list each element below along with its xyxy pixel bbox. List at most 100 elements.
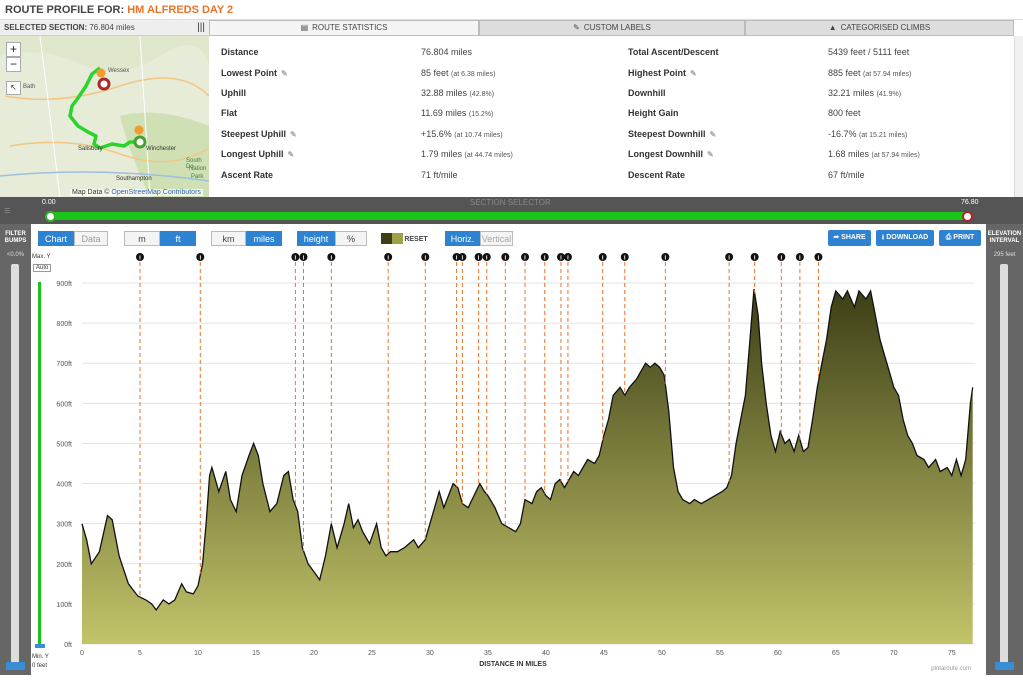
info-marker-icon[interactable] bbox=[556, 253, 565, 261]
x-tick-label: 50 bbox=[658, 650, 666, 657]
stat-label: Lowest Point ✎ bbox=[221, 68, 288, 78]
auto-y-button[interactable]: Auto bbox=[33, 264, 52, 272]
stat-value-text: -16.7% bbox=[828, 129, 857, 139]
info-marker-icon[interactable] bbox=[291, 253, 300, 261]
unit-km-button[interactable]: km bbox=[211, 231, 246, 246]
info-marker-icon[interactable] bbox=[474, 253, 483, 261]
info-marker-symbol: i bbox=[303, 256, 305, 262]
info-marker-symbol: i bbox=[799, 256, 801, 262]
info-marker-icon[interactable] bbox=[196, 253, 205, 261]
info-marker-icon[interactable] bbox=[777, 253, 786, 261]
y-range-slider[interactable] bbox=[38, 282, 41, 646]
horizontal-layout-button[interactable]: Horiz. bbox=[445, 231, 480, 246]
stat-label-text: Height Gain bbox=[628, 108, 679, 118]
edit-pencil-icon[interactable]: ✎ bbox=[287, 150, 295, 159]
info-marker-icon[interactable] bbox=[750, 253, 759, 261]
selector-track[interactable] bbox=[50, 212, 968, 220]
info-marker-symbol: i bbox=[486, 256, 488, 262]
info-marker-symbol: i bbox=[456, 256, 458, 262]
elevation-interval-panel: ELEVATION INTERVAL 295 feet bbox=[986, 224, 1023, 675]
reset-label: RESET bbox=[404, 236, 428, 243]
info-marker-icon[interactable] bbox=[563, 253, 572, 261]
edit-pencil-icon[interactable]: ✎ bbox=[707, 150, 714, 159]
stats-scrollbar[interactable] bbox=[1014, 36, 1023, 197]
map-place-label: Winchester bbox=[146, 146, 177, 152]
share-button[interactable]: ➦ SHARE bbox=[828, 230, 871, 246]
stat-value-note: (at 10.74 miles) bbox=[454, 132, 503, 139]
map-place-label: South Do bbox=[186, 158, 202, 170]
info-marker-icon[interactable] bbox=[452, 253, 461, 261]
stat-value-note: (15.2%) bbox=[468, 111, 494, 118]
chart-view-button[interactable]: Chart bbox=[38, 231, 74, 246]
route-map[interactable]: + − ↖ Wessex Bath Salisbury Winchester S… bbox=[0, 36, 209, 197]
info-marker-icon[interactable] bbox=[501, 253, 510, 261]
stat-label-text: Downhill bbox=[628, 88, 666, 98]
print-button[interactable]: ⎙ PRINT bbox=[939, 230, 981, 246]
info-marker-icon[interactable] bbox=[540, 253, 549, 261]
percent-mode-button[interactable]: % bbox=[335, 231, 367, 246]
info-marker-icon[interactable] bbox=[458, 253, 467, 261]
filter-bumps-slider[interactable] bbox=[11, 264, 19, 668]
info-marker-symbol: i bbox=[462, 256, 464, 262]
stat-value: 67 ft/mile bbox=[828, 170, 865, 180]
info-marker-icon[interactable] bbox=[327, 253, 336, 261]
stat-label-text: Ascent Rate bbox=[221, 170, 274, 180]
zoom-in-button[interactable]: + bbox=[6, 42, 21, 57]
info-marker-icon[interactable] bbox=[598, 253, 607, 261]
selector-end-handle[interactable] bbox=[962, 211, 973, 222]
stat-label-text: Total Ascent/Descent bbox=[628, 47, 719, 57]
tab-categorised-climbs[interactable]: ▲ CATEGORISED CLIMBS bbox=[745, 20, 1014, 36]
data-view-button[interactable]: Data bbox=[74, 231, 108, 246]
elevation-interval-handle[interactable] bbox=[995, 662, 1014, 670]
info-marker-icon[interactable] bbox=[521, 253, 530, 261]
color-scheme-icon[interactable] bbox=[381, 233, 403, 244]
unit-ft-button[interactable]: ft bbox=[160, 231, 196, 246]
stat-value-text: 85 feet bbox=[421, 68, 449, 78]
selector-end-value: 76.80 bbox=[961, 199, 979, 206]
stat-label-text: Flat bbox=[221, 108, 238, 118]
tab-custom-labels[interactable]: ✎ CUSTOM LABELS bbox=[479, 20, 745, 36]
x-tick-label: 10 bbox=[194, 650, 202, 657]
osm-link[interactable]: OpenStreetMap Contributors bbox=[111, 189, 201, 196]
unit-miles-button[interactable]: miles bbox=[246, 231, 282, 246]
height-mode-button[interactable]: height bbox=[297, 231, 335, 246]
info-marker-icon[interactable] bbox=[814, 253, 823, 261]
page-title: ROUTE PROFILE FOR: HM ALFREDS DAY 2 bbox=[0, 0, 1023, 20]
download-button[interactable]: ⭳ DOWNLOAD bbox=[876, 230, 934, 246]
column-menu-icon[interactable]: ||| bbox=[197, 22, 205, 33]
stat-label-text: Steepest Uphill bbox=[221, 129, 287, 139]
selector-start-handle[interactable] bbox=[45, 211, 56, 222]
info-marker-icon[interactable] bbox=[135, 253, 144, 261]
info-marker-icon[interactable] bbox=[620, 253, 629, 261]
edit-pencil-icon[interactable]: ✎ bbox=[281, 69, 288, 78]
info-marker-icon[interactable] bbox=[725, 253, 734, 261]
hamburger-menu-icon[interactable]: ≡ bbox=[4, 205, 11, 217]
watermark: plotaroute.com bbox=[931, 666, 971, 672]
info-marker-icon[interactable] bbox=[299, 253, 308, 261]
info-marker-icon[interactable] bbox=[421, 253, 430, 261]
filter-bumps-handle[interactable] bbox=[6, 662, 25, 670]
info-marker-icon[interactable] bbox=[384, 253, 393, 261]
info-marker-icon[interactable] bbox=[482, 253, 491, 261]
mountain-icon: ▲ bbox=[828, 23, 837, 32]
info-marker-symbol: i bbox=[544, 256, 546, 262]
edit-pencil-icon[interactable]: ✎ bbox=[290, 130, 297, 139]
x-tick-label: 70 bbox=[890, 650, 898, 657]
stat-label: Longest Uphill ✎ bbox=[221, 149, 294, 159]
locate-icon[interactable]: ↖ bbox=[6, 81, 21, 95]
reset-button[interactable]: RESET bbox=[404, 231, 428, 246]
y-range-handle[interactable] bbox=[35, 644, 45, 648]
zoom-out-button[interactable]: − bbox=[6, 57, 21, 72]
info-marker-symbol: i bbox=[754, 256, 756, 262]
tab-route-statistics[interactable]: ▤ ROUTE STATISTICS bbox=[209, 20, 479, 36]
info-marker-icon[interactable] bbox=[661, 253, 670, 261]
unit-m-button[interactable]: m bbox=[124, 231, 160, 246]
vertical-layout-button[interactable]: Vertical bbox=[480, 231, 513, 246]
stat-value-text: 11.69 miles bbox=[421, 108, 467, 118]
attribution-text: Map Data © bbox=[72, 189, 110, 196]
edit-pencil-icon[interactable]: ✎ bbox=[709, 130, 717, 139]
info-marker-icon[interactable] bbox=[795, 253, 804, 261]
elevation-interval-slider[interactable] bbox=[1000, 264, 1008, 668]
edit-pencil-icon[interactable]: ✎ bbox=[690, 69, 697, 78]
